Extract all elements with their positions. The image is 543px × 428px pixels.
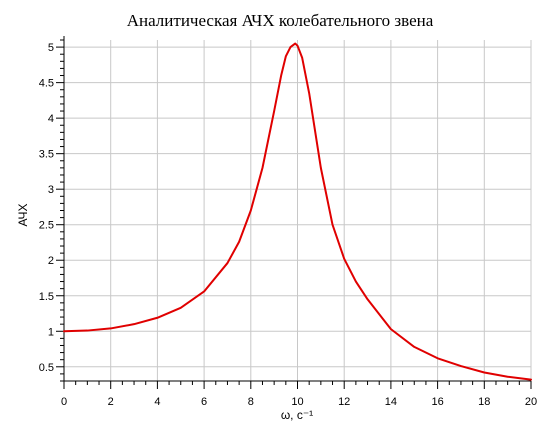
series-layer xyxy=(63,42,532,381)
y-tick-label: 3.5 xyxy=(39,149,54,161)
tick-labels: 0 2 4 6 8 10 12 14 16 18 20 0.5 1 1.5 2 2.5 3 3.5 4 4.5 5 xyxy=(39,42,537,408)
x-tick-label: 20 xyxy=(525,396,537,408)
x-tick-label: 16 xyxy=(431,396,443,408)
x-tick-label: 4 xyxy=(154,396,160,408)
series-line-0 xyxy=(63,42,532,381)
grid xyxy=(63,40,532,381)
y-tick-label: 1 xyxy=(48,326,54,338)
y-axis-label: АЧХ xyxy=(16,203,30,226)
y-tick-label: 4 xyxy=(48,113,54,125)
x-tick-label: 2 xyxy=(108,396,114,408)
y-tick-label: 1.5 xyxy=(39,291,54,303)
chart-title: Аналитическая АЧХ колебательного звена xyxy=(127,11,434,30)
x-tick-label: 12 xyxy=(338,396,350,408)
x-tick-label: 10 xyxy=(291,396,303,408)
x-tick-label: 14 xyxy=(385,396,397,408)
x-tick-label: 0 xyxy=(61,396,67,408)
y-tick-label: 3 xyxy=(48,184,54,196)
x-tick-label: 8 xyxy=(248,396,254,408)
y-tick-label: 2 xyxy=(48,255,54,267)
axes xyxy=(56,36,532,389)
y-tick-label: 2.5 xyxy=(39,220,54,232)
y-tick-label: 5 xyxy=(48,42,54,54)
y-tick-label: 4.5 xyxy=(39,78,54,90)
x-tick-label: 18 xyxy=(478,396,490,408)
y-tick-label: 0.5 xyxy=(39,362,54,374)
x-tick-label: 6 xyxy=(201,396,207,408)
x-axis-label: ω, с⁻¹ xyxy=(281,408,313,422)
